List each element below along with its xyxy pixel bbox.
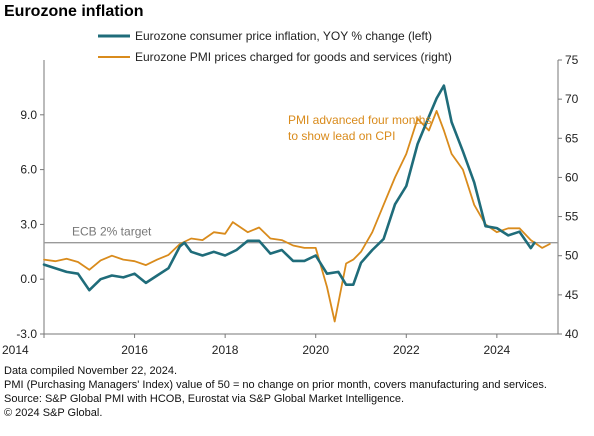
footer-line: PMI (Purchasing Managers' Index) value o… — [4, 379, 547, 391]
y-right-tick-label: 60 — [565, 170, 579, 184]
y-right-tick-label: 75 — [565, 53, 579, 67]
legend: Eurozone consumer price inflation, YOY %… — [98, 29, 452, 64]
annotation-text: PMI advanced four months — [288, 113, 431, 127]
footer-line: Source: S&P Global PMI with HCOB, Eurost… — [4, 393, 405, 405]
annotation-group: PMI advanced four months to show lead on … — [288, 113, 431, 143]
pmi-series-line — [43, 110, 551, 323]
legend-label: Eurozone PMI prices charged for goods an… — [135, 50, 452, 64]
footer-line: Data compiled November 22, 2024. — [4, 365, 178, 377]
y-right-tick-label: 50 — [565, 249, 579, 263]
y-left-tick-label: -3.0 — [16, 327, 37, 341]
y-left-tick-label: 6.0 — [20, 163, 37, 177]
y-left-tick-label: 9.0 — [20, 108, 37, 122]
y-right-tick-label: 65 — [565, 131, 579, 145]
reference-line-group: ECB 2% target — [44, 225, 558, 244]
series-lines — [42, 84, 551, 323]
x-tick-label: 2018 — [212, 343, 239, 357]
reference-line-label: ECB 2% target — [72, 225, 152, 239]
x-tick-label: 2024 — [484, 343, 511, 357]
y-right-tick-label: 70 — [565, 92, 579, 106]
chart-title: Eurozone inflation — [4, 3, 144, 20]
line-chart: -3.0 0.0 3.0 6.0 9.0 40 45 50 55 60 65 70 75 2014 2016… — [2, 29, 579, 357]
x-tick-label: 2020 — [302, 343, 329, 357]
legend-label: Eurozone consumer price inflation, YOY %… — [135, 29, 432, 43]
y-right-tick-label: 40 — [565, 327, 579, 341]
footer-notes: Data compiled November 22, 2024. PMI (Pu… — [4, 364, 547, 420]
x-tick-label: 2022 — [393, 343, 420, 357]
y-left-tick-label: 3.0 — [20, 217, 37, 231]
y-right-tick-label: 45 — [565, 288, 579, 302]
y-left-tick-label: 0.0 — [20, 272, 37, 286]
y-right-tick-label: 55 — [565, 210, 579, 224]
cpi-series-line — [42, 84, 536, 292]
footer-line: © 2024 S&P Global. — [4, 407, 103, 419]
annotation-text: to show lead on CPI — [288, 129, 395, 143]
x-tick-label: 2016 — [121, 343, 148, 357]
axes: -3.0 0.0 3.0 6.0 9.0 40 45 50 55 60 65 70 75 2014 2016… — [2, 53, 579, 357]
x-tick-label: 2014 — [2, 343, 29, 357]
